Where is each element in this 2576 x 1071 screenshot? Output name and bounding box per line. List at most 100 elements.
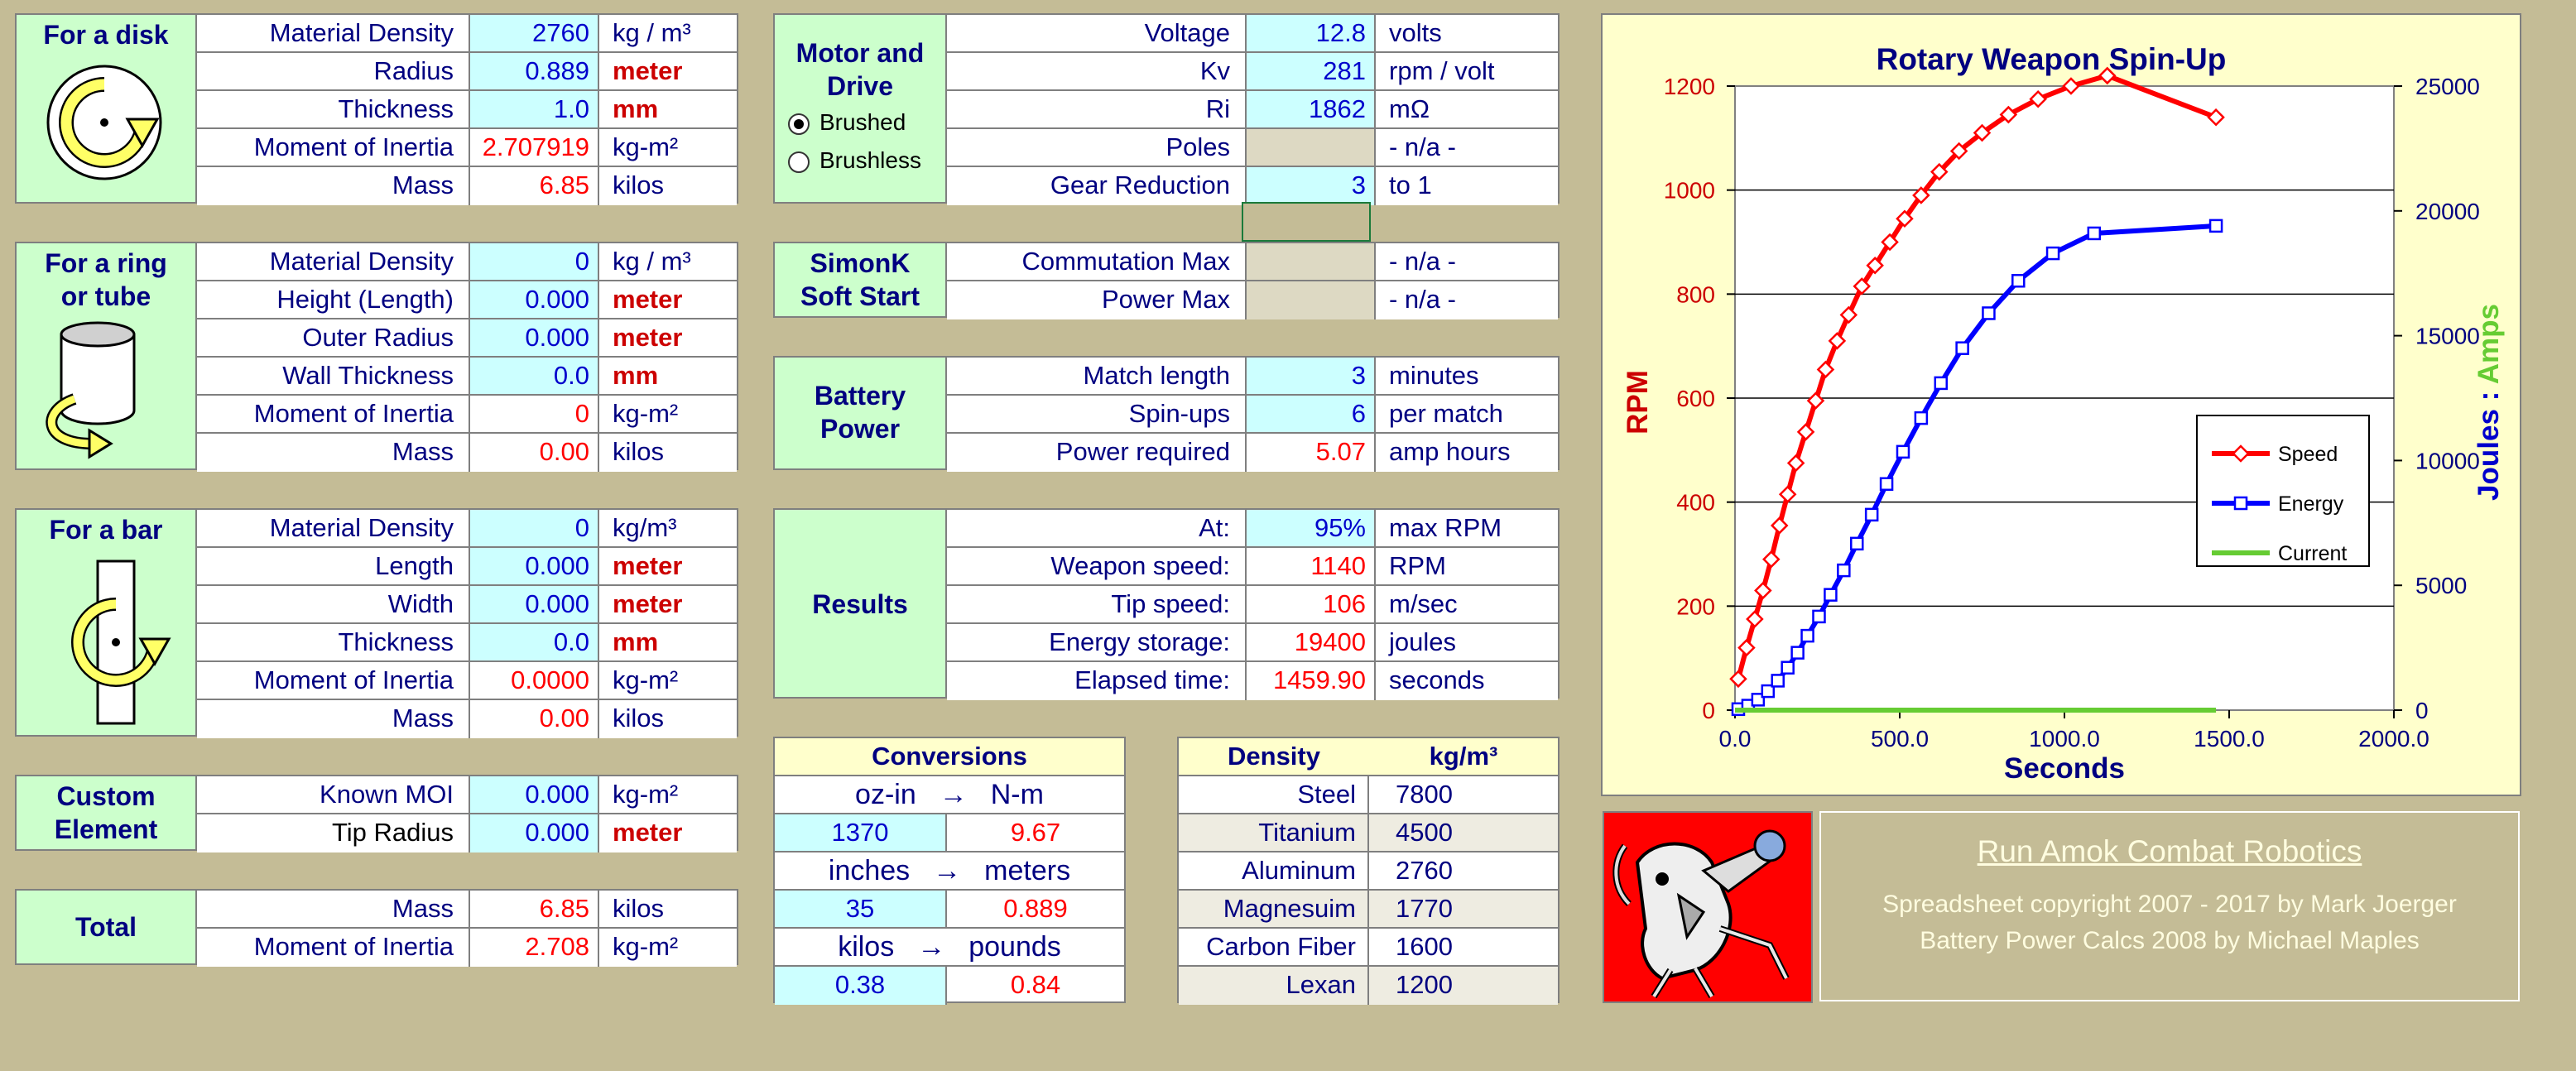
results-row-name: Energy storage: — [947, 624, 1247, 660]
ring-row: Moment of Inertia 0 kg-m² — [197, 396, 737, 434]
conversion-from: inches — [828, 855, 911, 886]
motor-row-value[interactable]: 12.8 — [1247, 15, 1376, 51]
custom-element-section: Custom Element Known MOI 0.000 kg-m² Tip Ra… — [15, 775, 738, 852]
density-value: 1200 — [1396, 970, 1453, 999]
total-row-name: Mass — [197, 891, 470, 927]
ring-row: Mass 0.00 kilos — [197, 434, 737, 472]
radio-brushed[interactable]: Brushed — [788, 108, 906, 137]
legend-label: Current — [2278, 542, 2347, 565]
disk-row-unit: meter — [599, 53, 737, 89]
ring-row-value[interactable]: 0.0 — [470, 358, 599, 394]
selected-cell[interactable] — [1242, 202, 1371, 242]
custom-label-cell: Custom Element — [17, 776, 197, 849]
battery-row-name: Spin-ups — [947, 396, 1247, 432]
radio-brushed-dot[interactable] — [788, 113, 810, 135]
bar-row-unit: meter — [599, 548, 737, 584]
custom-row-value[interactable]: 0.000 — [470, 814, 599, 852]
conversion-input[interactable]: 1370 — [775, 814, 947, 851]
legend-box — [2196, 415, 2370, 567]
motor-row-value[interactable] — [1247, 129, 1376, 166]
battery-row-value[interactable]: 6 — [1247, 396, 1376, 432]
data-point — [1949, 142, 1968, 161]
battery-row-unit: amp hours — [1376, 434, 1558, 472]
results-row-name: Tip speed: — [947, 586, 1247, 622]
ring-row-value[interactable]: 0.000 — [470, 319, 599, 356]
simonk-title-line2: Soft Start — [800, 281, 920, 311]
x-tick-label: 500.0 — [1871, 726, 1929, 752]
motor-row-value[interactable]: 1862 — [1247, 91, 1376, 127]
conversion-label-row: oz-in → N-m — [775, 776, 1124, 814]
results-row-unit: joules — [1376, 624, 1558, 660]
data-point — [2098, 66, 2117, 85]
motor-row-value[interactable]: 3 — [1247, 167, 1376, 205]
results-row-value: 106 — [1247, 586, 1376, 622]
disk-row-unit: kg-m² — [599, 129, 737, 166]
conversion-label: inches → meters — [775, 852, 1124, 889]
ring-row-value[interactable]: 0 — [470, 243, 599, 280]
total-section: Total Mass 6.85 kilos Moment of Inertia 2.70… — [15, 889, 738, 967]
data-point — [1824, 588, 1838, 602]
conversion-from: kilos — [838, 931, 895, 963]
density-row: Steel 7800 — [1179, 776, 1558, 814]
legend-marker — [2232, 444, 2250, 463]
disk-row: Moment of Inertia 2.707919 kg-m² — [197, 129, 737, 167]
ring-row-unit: kg-m² — [599, 396, 737, 432]
conversion-value-row: 35 0.889 — [775, 891, 1124, 929]
bar-title: For a bar — [49, 515, 163, 545]
y-right-label-sep: : — [2473, 384, 2505, 409]
results-label-cell: Results — [775, 510, 947, 697]
custom-row-unit: meter — [599, 814, 737, 852]
total-row-value: 6.85 — [470, 891, 599, 927]
bar-rotation-icon — [71, 560, 171, 725]
disk-row-value[interactable]: 1.0 — [470, 91, 599, 127]
battery-row-value[interactable]: 3 — [1247, 358, 1376, 394]
conversion-input[interactable]: 0.38 — [775, 967, 947, 1005]
simonk-rows: Commutation Max - n/a - Power Max - n/a - — [947, 243, 1558, 319]
chart-title: Rotary Weapon Spin-Up — [1877, 42, 2227, 76]
radio-brushless-dot[interactable] — [788, 151, 810, 173]
bar-row-value[interactable]: 0.000 — [470, 586, 599, 622]
chart-grid — [1735, 189, 2394, 608]
battery-row: Spin-ups 6 per match — [947, 396, 1558, 434]
credits-link[interactable]: Run Amok Combat Robotics — [1977, 834, 2362, 868]
disk-row: Radius 0.889 meter — [197, 53, 737, 91]
robot-mascot-icon — [1612, 829, 1790, 999]
disk-row-value[interactable]: 2760 — [470, 15, 599, 51]
disk-row-value[interactable]: 0.889 — [470, 53, 599, 89]
simonk-row-value[interactable] — [1247, 281, 1376, 319]
data-point — [2045, 246, 2060, 261]
radio-brushless[interactable]: Brushless — [788, 146, 921, 175]
y-left-tick-label: 200 — [1676, 593, 1715, 619]
disk-title: For a disk — [43, 20, 169, 50]
density-material: Carbon Fiber — [1179, 929, 1369, 965]
x-tick-label: 2000.0 — [2358, 726, 2429, 752]
bar-row-value[interactable]: 0.0 — [470, 624, 599, 660]
bar-row-value[interactable]: 0.000 — [470, 548, 599, 584]
y-left-tick-label: 800 — [1676, 281, 1715, 307]
results-row-value[interactable]: 95% — [1247, 510, 1376, 546]
motor-label-cell: Motor and Drive Brushed Brushless — [775, 15, 947, 202]
ring-row-name: Moment of Inertia — [197, 396, 470, 432]
data-point — [1930, 162, 1949, 181]
results-row-unit: RPM — [1376, 548, 1558, 584]
custom-row: Tip Radius 0.000 meter — [197, 814, 737, 852]
conversion-output: 0.84 — [1010, 970, 1061, 999]
bar-row-name: Width — [197, 586, 470, 622]
data-point — [1853, 277, 1871, 295]
custom-row: Known MOI 0.000 kg-m² — [197, 776, 737, 814]
custom-row-value[interactable]: 0.000 — [470, 776, 599, 813]
conversion-input[interactable]: 35 — [775, 891, 947, 927]
disk-row-name: Moment of Inertia — [197, 129, 470, 166]
battery-row-unit: per match — [1376, 396, 1558, 432]
conversion-label-row: inches → meters — [775, 852, 1124, 891]
density-header-material: Density — [1228, 742, 1320, 771]
conversion-to: pounds — [968, 931, 1061, 963]
ring-row-value[interactable]: 0.000 — [470, 281, 599, 318]
simonk-row-value[interactable] — [1247, 243, 1376, 280]
motor-row: Ri 1862 mΩ — [947, 91, 1558, 129]
bar-row-value[interactable]: 0 — [470, 510, 599, 546]
bar-row: Thickness 0.0 mm — [197, 624, 737, 662]
motor-row-value[interactable]: 281 — [1247, 53, 1376, 89]
motor-row: Poles - n/a - — [947, 129, 1558, 167]
custom-title-line1: Custom — [56, 781, 156, 811]
